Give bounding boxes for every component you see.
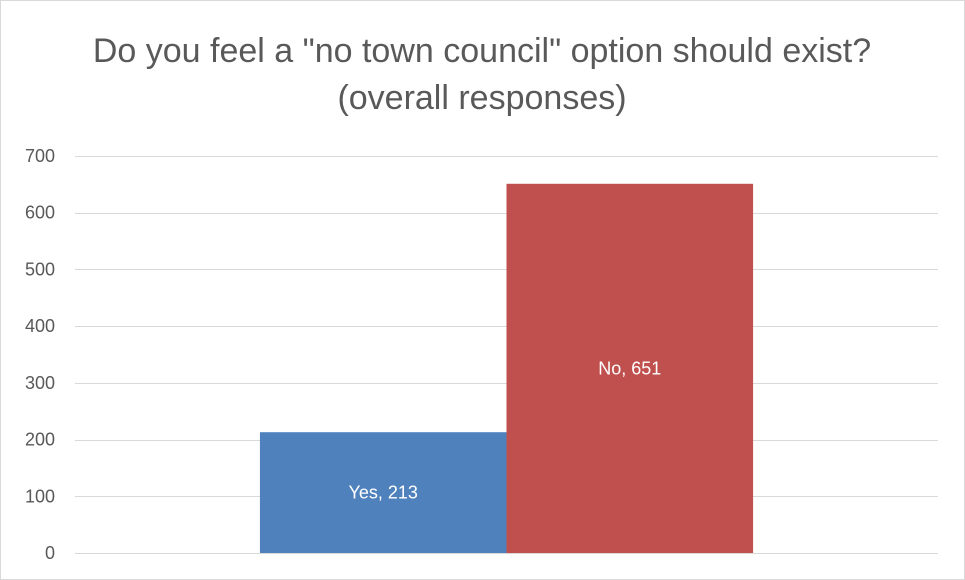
y-tick-label-200: 200 <box>25 430 55 450</box>
data-label-no: No, 651 <box>598 358 661 378</box>
y-axis-tick-labels: 0 100 200 300 400 500 600 700 <box>25 146 55 563</box>
data-label-value: 213 <box>388 483 418 503</box>
data-label-separator: , <box>378 483 388 503</box>
data-labels: Yes, 213 No, 651 <box>348 358 661 502</box>
y-tick-label-500: 500 <box>25 259 55 279</box>
bar-no <box>506 183 754 554</box>
y-tick-label-600: 600 <box>25 203 55 223</box>
bar-yes <box>259 432 507 553</box>
y-tick-label-300: 300 <box>25 373 55 393</box>
y-tick-label-0: 0 <box>45 543 55 563</box>
bars <box>259 183 754 554</box>
chart-title-line-1: Do you feel a "no town council" option s… <box>93 32 871 70</box>
data-label-separator: , <box>621 358 631 378</box>
y-tick-label-100: 100 <box>25 486 55 506</box>
data-label-series-name: No <box>598 358 621 378</box>
data-label-series-name: Yes <box>348 483 377 503</box>
data-label-yes: Yes, 213 <box>348 483 417 503</box>
y-tick-label-700: 700 <box>25 146 55 166</box>
data-label-value: 651 <box>631 358 661 378</box>
y-tick-label-400: 400 <box>25 316 55 336</box>
chart-title-line-2: (overall responses) <box>337 79 626 117</box>
